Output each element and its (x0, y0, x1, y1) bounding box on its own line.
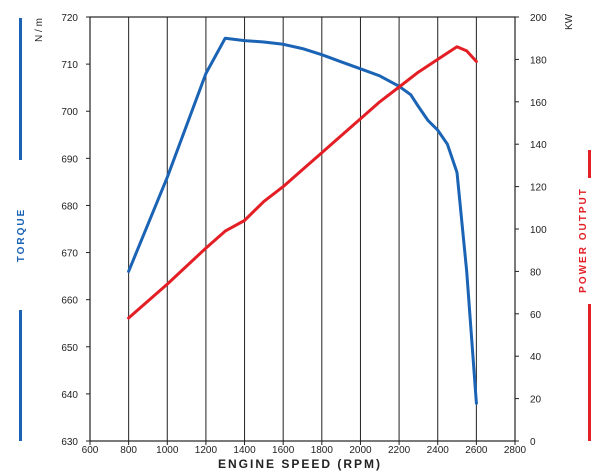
left-tick-label: 660 (61, 296, 78, 307)
right-tick-label: 160 (530, 98, 547, 109)
right-tick-label: 100 (530, 225, 547, 236)
right-axis-unit: KW (564, 13, 575, 30)
x-tick-label: 2200 (388, 445, 411, 456)
right-tick-label: 120 (530, 183, 547, 194)
right-tick-label: 60 (530, 310, 542, 321)
x-axis-ticks: 600 800 1000 1200 1400 1600 1800 2000 2200 2400 26… (82, 441, 527, 456)
right-tick-label: 200 (530, 13, 547, 24)
left-axis-unit: N / m (34, 18, 45, 42)
power-axis-title: POWER OUTPUT (578, 187, 589, 293)
x-tick-label: 1200 (195, 445, 218, 456)
torque-axis-title: TORQUE (16, 208, 27, 263)
x-tick-label: 1400 (233, 445, 256, 456)
left-tick-label: 690 (61, 154, 78, 165)
vertical-gridlines (129, 17, 477, 441)
right-tick-label: 0 (530, 437, 536, 448)
x-tick-label: 800 (120, 445, 137, 456)
x-tick-label: 1800 (311, 445, 334, 456)
left-tick-label: 710 (61, 60, 78, 71)
series-lines (129, 38, 477, 403)
left-tick-label: 640 (61, 390, 78, 401)
x-tick-label: 1000 (156, 445, 179, 456)
x-tick-label: 600 (82, 445, 99, 456)
left-tick-label: 630 (61, 437, 78, 448)
right-tick-label: 180 (530, 55, 547, 66)
torque-axis-marker-bottom (19, 310, 22, 441)
left-tick-label: 650 (61, 343, 78, 354)
right-tick-label: 40 (530, 352, 542, 363)
x-axis-title: ENGINE SPEED (RPM) (218, 457, 382, 471)
left-tick-label: 670 (61, 249, 78, 260)
x-tick-label: 2000 (349, 445, 372, 456)
right-tick-label: 80 (530, 267, 542, 278)
right-tick-label: 20 (530, 395, 542, 406)
plot-frame (90, 17, 515, 441)
left-axis-ticks: 630 640 650 660 670 680 690 700 710 720 (61, 13, 90, 448)
left-tick-label: 680 (61, 201, 78, 212)
x-tick-label: 1600 (272, 445, 295, 456)
x-tick-label: 2600 (465, 445, 488, 456)
x-tick-label: 2800 (504, 445, 527, 456)
power-axis-marker-bottom (588, 304, 591, 441)
left-tick-label: 700 (61, 107, 78, 118)
left-tick-label: 720 (61, 13, 78, 24)
power-axis-marker-top (588, 150, 591, 178)
torque-axis-marker-top (19, 18, 22, 160)
series-line-power-output (129, 47, 477, 318)
series-line-torque (129, 38, 477, 403)
right-tick-label: 140 (530, 140, 547, 151)
x-tick-label: 2400 (427, 445, 450, 456)
right-axis-ticks: 0 20 40 60 80 100 120 140 160 180 200 (515, 13, 547, 448)
